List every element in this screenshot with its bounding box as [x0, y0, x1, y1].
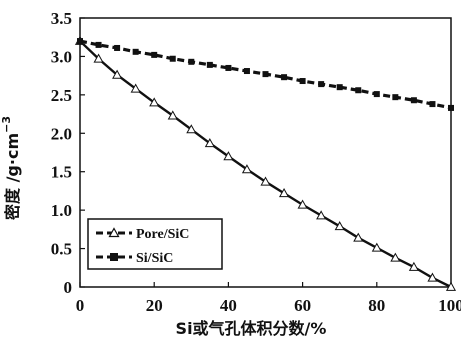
- tick-labels: 0 0.5 1.0 1.5 2.0 2.5 3.0 3.5 0 20 40 60 80 100: [51, 9, 461, 315]
- legend-marker-pore: [108, 227, 120, 238]
- point-si-sic-9: [243, 68, 250, 75]
- point-pore-sic-17: [390, 252, 401, 262]
- point-si-sic-8: [225, 64, 232, 71]
- point-pore-sic-3: [130, 83, 141, 93]
- y-tick-label-6: 3.0: [51, 47, 72, 66]
- point-si-sic-2: [114, 44, 121, 51]
- series-si-sic: [77, 38, 454, 111]
- point-pore-sic-4: [149, 97, 160, 107]
- y-tick-label-4: 2.0: [51, 124, 72, 143]
- plot-frame: [79, 17, 452, 288]
- y-tick-label-0: 0: [64, 278, 73, 297]
- point-pore-sic-18: [408, 261, 419, 271]
- point-si-sic-12: [299, 78, 306, 85]
- point-pore-sic-9: [241, 164, 252, 174]
- point-si-sic-5: [169, 55, 176, 62]
- y-tick-label-1: 0.5: [51, 240, 72, 259]
- plot-border: [79, 17, 452, 288]
- point-si-sic-0: [77, 38, 83, 45]
- point-si-sic-4: [151, 51, 158, 58]
- y-tick-label-5: 2.5: [51, 86, 72, 105]
- y-axis-title-text: 密度 /g·cm−3: [0, 116, 22, 221]
- series-layer: [74, 35, 457, 291]
- legend: Pore/SiC Si/SiC: [87, 218, 223, 270]
- point-si-sic-11: [281, 74, 288, 81]
- point-si-sic-19: [429, 101, 436, 108]
- point-si-sic-16: [373, 91, 380, 98]
- point-si-sic-7: [206, 61, 213, 68]
- point-pore-sic-13: [316, 210, 327, 220]
- point-pore-sic-6: [186, 124, 197, 134]
- point-pore-sic-20: [445, 281, 457, 291]
- x-tick-label-0: 0: [76, 296, 85, 315]
- y-axis-unit-exponent: −3: [0, 116, 13, 133]
- x-tick-label-5: 100: [438, 296, 461, 315]
- point-pore-sic-8: [223, 151, 234, 161]
- legend-label-si: Si/SiC: [136, 251, 173, 266]
- point-si-sic-17: [392, 94, 399, 101]
- point-si-sic-6: [188, 58, 195, 65]
- y-tick-label-3: 1.5: [51, 163, 72, 182]
- point-pore-sic-15: [353, 232, 364, 242]
- legend-label-pore: Pore/SiC: [136, 227, 189, 242]
- point-si-sic-15: [355, 87, 362, 94]
- point-si-sic-20: [448, 104, 454, 111]
- point-pore-sic-11: [279, 188, 290, 198]
- x-tick-label-3: 60: [294, 296, 311, 315]
- point-pore-sic-14: [334, 221, 345, 231]
- point-pore-sic-12: [297, 199, 308, 209]
- point-si-sic-10: [262, 71, 269, 78]
- y-tick-label-7: 3.5: [51, 9, 72, 28]
- y-axis-title: 密度 /g·cm: [3, 133, 22, 221]
- x-tick-label-2: 40: [220, 296, 237, 315]
- point-si-sic-3: [132, 48, 139, 55]
- point-pore-sic-19: [427, 272, 438, 282]
- point-pore-sic-1: [93, 53, 104, 63]
- y-tick-label-2: 1.0: [51, 201, 72, 220]
- point-pore-sic-2: [112, 69, 123, 79]
- point-si-sic-14: [336, 84, 343, 91]
- x-tick-label-4: 80: [368, 296, 385, 315]
- y-axis-title-group: 密度 /g·cm−3: [0, 116, 22, 221]
- x-tick-label-1: 20: [146, 296, 163, 315]
- point-si-sic-18: [410, 97, 417, 104]
- point-pore-sic-7: [204, 138, 215, 148]
- point-si-sic-1: [95, 41, 102, 48]
- legend-marker-si: [110, 253, 118, 261]
- point-pore-sic-5: [167, 110, 178, 120]
- point-pore-sic-16: [371, 242, 382, 252]
- point-si-sic-13: [318, 81, 325, 88]
- x-axis-title: Si或气孔体积分数/%: [176, 319, 327, 338]
- point-pore-sic-10: [260, 176, 271, 186]
